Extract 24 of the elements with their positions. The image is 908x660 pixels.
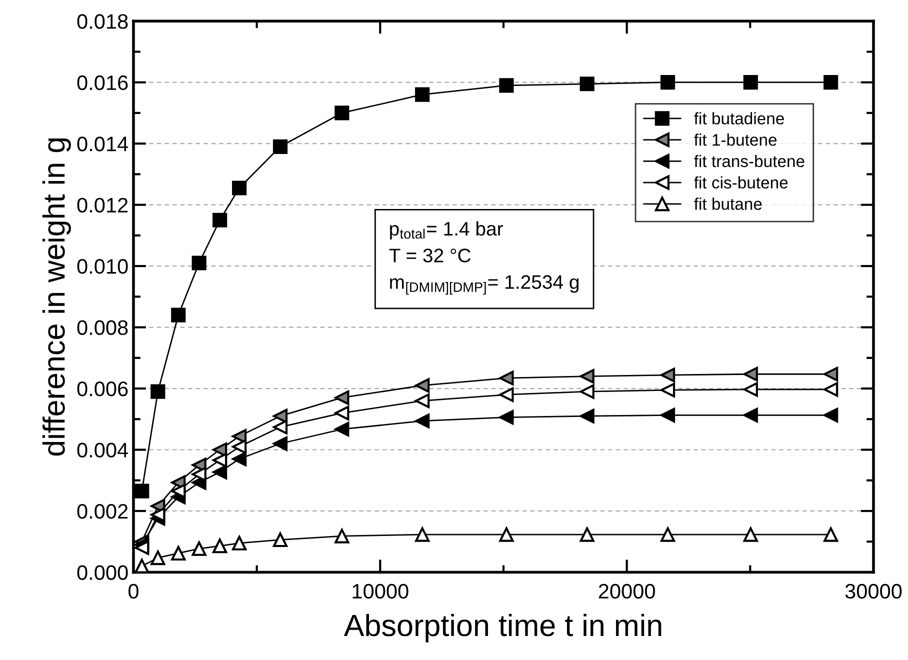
y-tick-label: 0.012: [77, 198, 128, 213]
legend-label: fit cis-butene: [694, 176, 788, 189]
annotation: p$_{total}$= 1.4 bar: [390, 221, 503, 240]
y-tick-label: 0.006: [77, 382, 128, 396]
x-axis-title: Absorption time t in min: [344, 614, 662, 642]
y-tick-label: 0.004: [77, 442, 128, 458]
y-tick-label: 0.002: [77, 504, 128, 519]
y-tick-label: 0.014: [77, 136, 128, 152]
y-axis-title: difference in weight in g: [42, 138, 71, 456]
legend-label: fit trans-butene: [694, 154, 804, 168]
annotation: T = 32 °C: [389, 248, 471, 262]
y-tick-label: 0.016: [77, 75, 128, 90]
y-tick-label: 0.000: [77, 565, 128, 580]
x-tick-label: 10000: [352, 584, 408, 599]
x-tick-label: 30000: [845, 584, 902, 599]
x-tick-label: 0: [128, 584, 138, 599]
y-tick-label: 0.010: [77, 259, 128, 274]
legend-label: fit butadiene: [694, 112, 784, 124]
x-tick-label: 20000: [598, 584, 655, 599]
legend-label: fit butane: [694, 198, 762, 210]
legend-label: fit 1-butene: [694, 134, 777, 146]
annotation: m$_{[DMIM][DMP]}$= 1.2534 g: [390, 275, 579, 295]
y-tick-label: 0.018: [77, 14, 128, 29]
y-tick-label: 0.008: [77, 320, 128, 336]
